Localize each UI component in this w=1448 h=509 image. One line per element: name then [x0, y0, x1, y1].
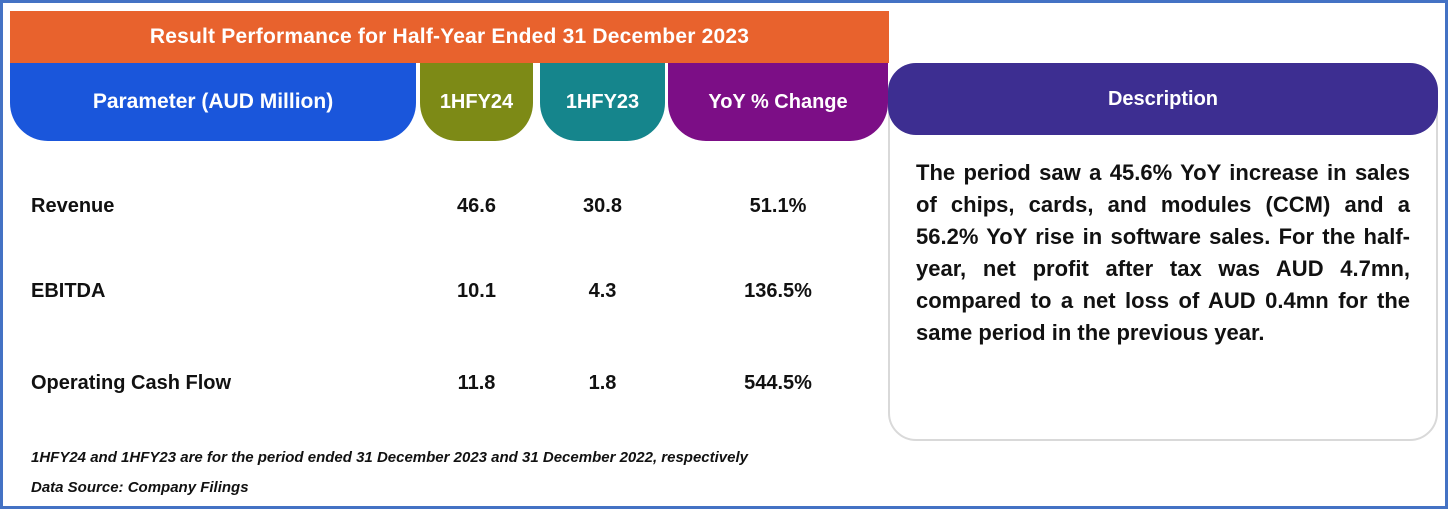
value-1hfy23: 1.8 — [588, 372, 617, 394]
column-header-1hfy23: 1HFY23 — [540, 63, 665, 141]
table-row-operating-cash-flow: Operating Cash Flow 11.8 1.8 544.5% — [3, 368, 889, 398]
table-row-ebitda: EBITDA 10.1 4.3 136.5% — [3, 276, 889, 306]
row-label: Operating Cash Flow — [31, 372, 232, 394]
figure-title: Result Performance for Half-Year Ended 3… — [10, 11, 889, 63]
value-yoy-change: 544.5% — [744, 372, 812, 394]
column-header-yoy-change: YoY % Change — [668, 63, 888, 141]
footnote-data-source: Data Source: Company Filings — [31, 479, 249, 496]
column-header-1hfy24-label: 1HFY24 — [439, 90, 514, 113]
description-header-label: Description — [1107, 87, 1219, 110]
value-1hfy24: 10.1 — [457, 280, 496, 302]
description-panel: Description The period saw a 45.6% YoY i… — [888, 63, 1438, 441]
column-header-1hfy23-label: 1HFY23 — [565, 90, 640, 113]
description-text: The period saw a 45.6% YoY increase in s… — [916, 160, 1410, 345]
value-yoy-change: 51.1% — [749, 195, 807, 217]
column-header-1hfy24: 1HFY24 — [420, 63, 533, 141]
row-label: EBITDA — [31, 280, 106, 302]
row-label: Revenue — [31, 195, 115, 217]
footnote-period-definition: 1HFY24 and 1HFY23 are for the period end… — [31, 449, 749, 466]
table-row-revenue: Revenue 46.6 30.8 51.1% — [3, 191, 889, 221]
value-yoy-change: 136.5% — [744, 280, 812, 302]
column-header-parameter-label: Parameter (AUD Million) — [92, 90, 334, 113]
value-1hfy24: 46.6 — [457, 195, 496, 217]
column-header-yoy-change-label: YoY % Change — [708, 90, 848, 113]
value-1hfy24: 11.8 — [457, 372, 496, 394]
column-header-parameter: Parameter (AUD Million) — [10, 63, 416, 141]
description-header: Description — [888, 63, 1438, 135]
value-1hfy23: 4.3 — [588, 280, 617, 302]
value-1hfy23: 30.8 — [583, 195, 622, 217]
